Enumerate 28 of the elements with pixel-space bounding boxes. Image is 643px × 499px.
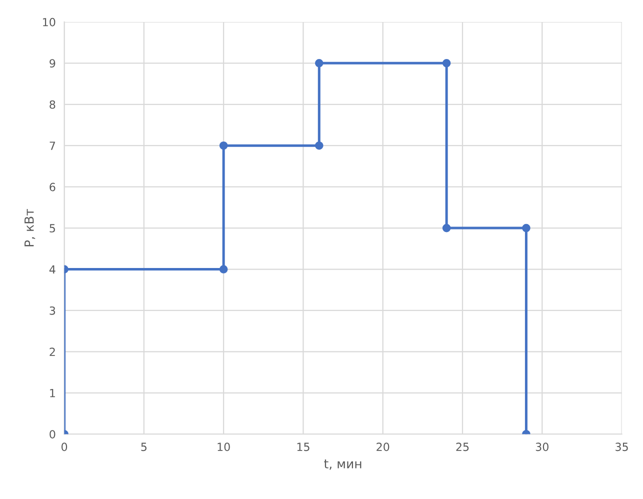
y-tick-label: 3 bbox=[50, 306, 56, 315]
point bbox=[442, 224, 451, 232]
y-tick-label: 2 bbox=[50, 348, 55, 356]
point bbox=[314, 141, 324, 150]
point bbox=[442, 59, 451, 68]
x-tick-label: 0 bbox=[62, 442, 68, 452]
y-axis-title: P, кВт bbox=[24, 208, 36, 246]
y-tick-label: 10 bbox=[43, 18, 56, 26]
point bbox=[219, 265, 228, 274]
x-tick-label: 15 bbox=[297, 442, 310, 452]
x-tick-label: 25 bbox=[456, 442, 469, 452]
x-tick-label: 30 bbox=[536, 442, 548, 452]
point bbox=[314, 59, 324, 68]
y-tick-label: 0 bbox=[50, 430, 56, 439]
y-tick-label: 8 bbox=[50, 100, 56, 109]
y-tick-label: 1 bbox=[50, 389, 55, 398]
x-tick-label: 5 bbox=[141, 442, 147, 452]
y-tick-label: 4 bbox=[49, 265, 56, 274]
y-tick-label: 5 bbox=[50, 224, 55, 232]
point bbox=[219, 141, 228, 150]
x-tick-label: 20 bbox=[376, 442, 390, 452]
x-tick-label: 10 bbox=[218, 442, 230, 452]
point bbox=[522, 224, 530, 232]
x-axis-title: t, мин bbox=[324, 459, 362, 470]
x-tick-label: 35 bbox=[616, 442, 628, 452]
y-tick-label: 6 bbox=[50, 182, 56, 192]
y-tick-label: 9 bbox=[50, 59, 56, 68]
y-tick-label: 7 bbox=[50, 142, 56, 150]
